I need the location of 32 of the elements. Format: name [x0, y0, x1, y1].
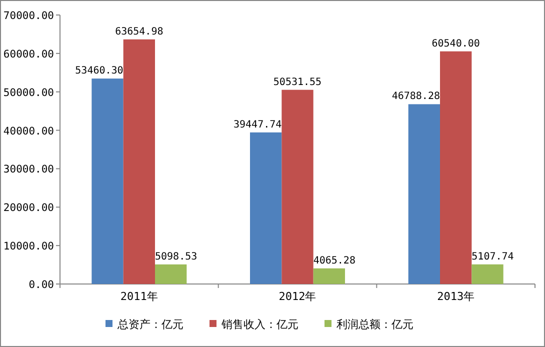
- data-label: 5107.74: [472, 251, 514, 262]
- bar: [92, 78, 124, 284]
- legend-label: 总资产：亿元: [116, 318, 184, 331]
- bar: [155, 264, 187, 284]
- data-label: 46788.28: [392, 91, 440, 102]
- y-tick-label: 60000.00: [3, 48, 54, 60]
- x-tick-label: 2011年: [120, 290, 158, 303]
- x-tick-label: 2012年: [278, 290, 316, 303]
- bar: [250, 132, 282, 284]
- bar: [313, 268, 345, 284]
- y-tick-label: 30000.00: [3, 164, 54, 176]
- data-label: 60540.00: [432, 38, 480, 50]
- legend-label: 销售收入：亿元: [220, 318, 298, 331]
- y-tick-label: 0.00: [28, 279, 54, 291]
- data-label: 5098.53: [155, 251, 198, 262]
- y-tick-label: 40000.00: [3, 125, 54, 138]
- bar: [123, 39, 155, 284]
- y-tick-label: 10000.00: [3, 240, 54, 253]
- x-tick-label: 2013年: [437, 290, 475, 303]
- data-label: 50531.55: [273, 76, 322, 88]
- bar: [440, 51, 472, 284]
- y-tick-label: 20000.00: [3, 202, 54, 214]
- bar: [472, 264, 504, 284]
- y-tick-label: 50000.00: [3, 86, 54, 99]
- bar: [408, 104, 440, 284]
- data-label: 4065.28: [313, 255, 356, 266]
- data-label: 63654.98: [115, 26, 164, 38]
- data-label: 39447.74: [233, 119, 282, 130]
- y-tick-label: 70000.00: [3, 10, 54, 22]
- legend-label: 利润总额：亿元: [336, 318, 414, 331]
- bar: [282, 90, 314, 284]
- data-label: 53460.30: [75, 66, 124, 77]
